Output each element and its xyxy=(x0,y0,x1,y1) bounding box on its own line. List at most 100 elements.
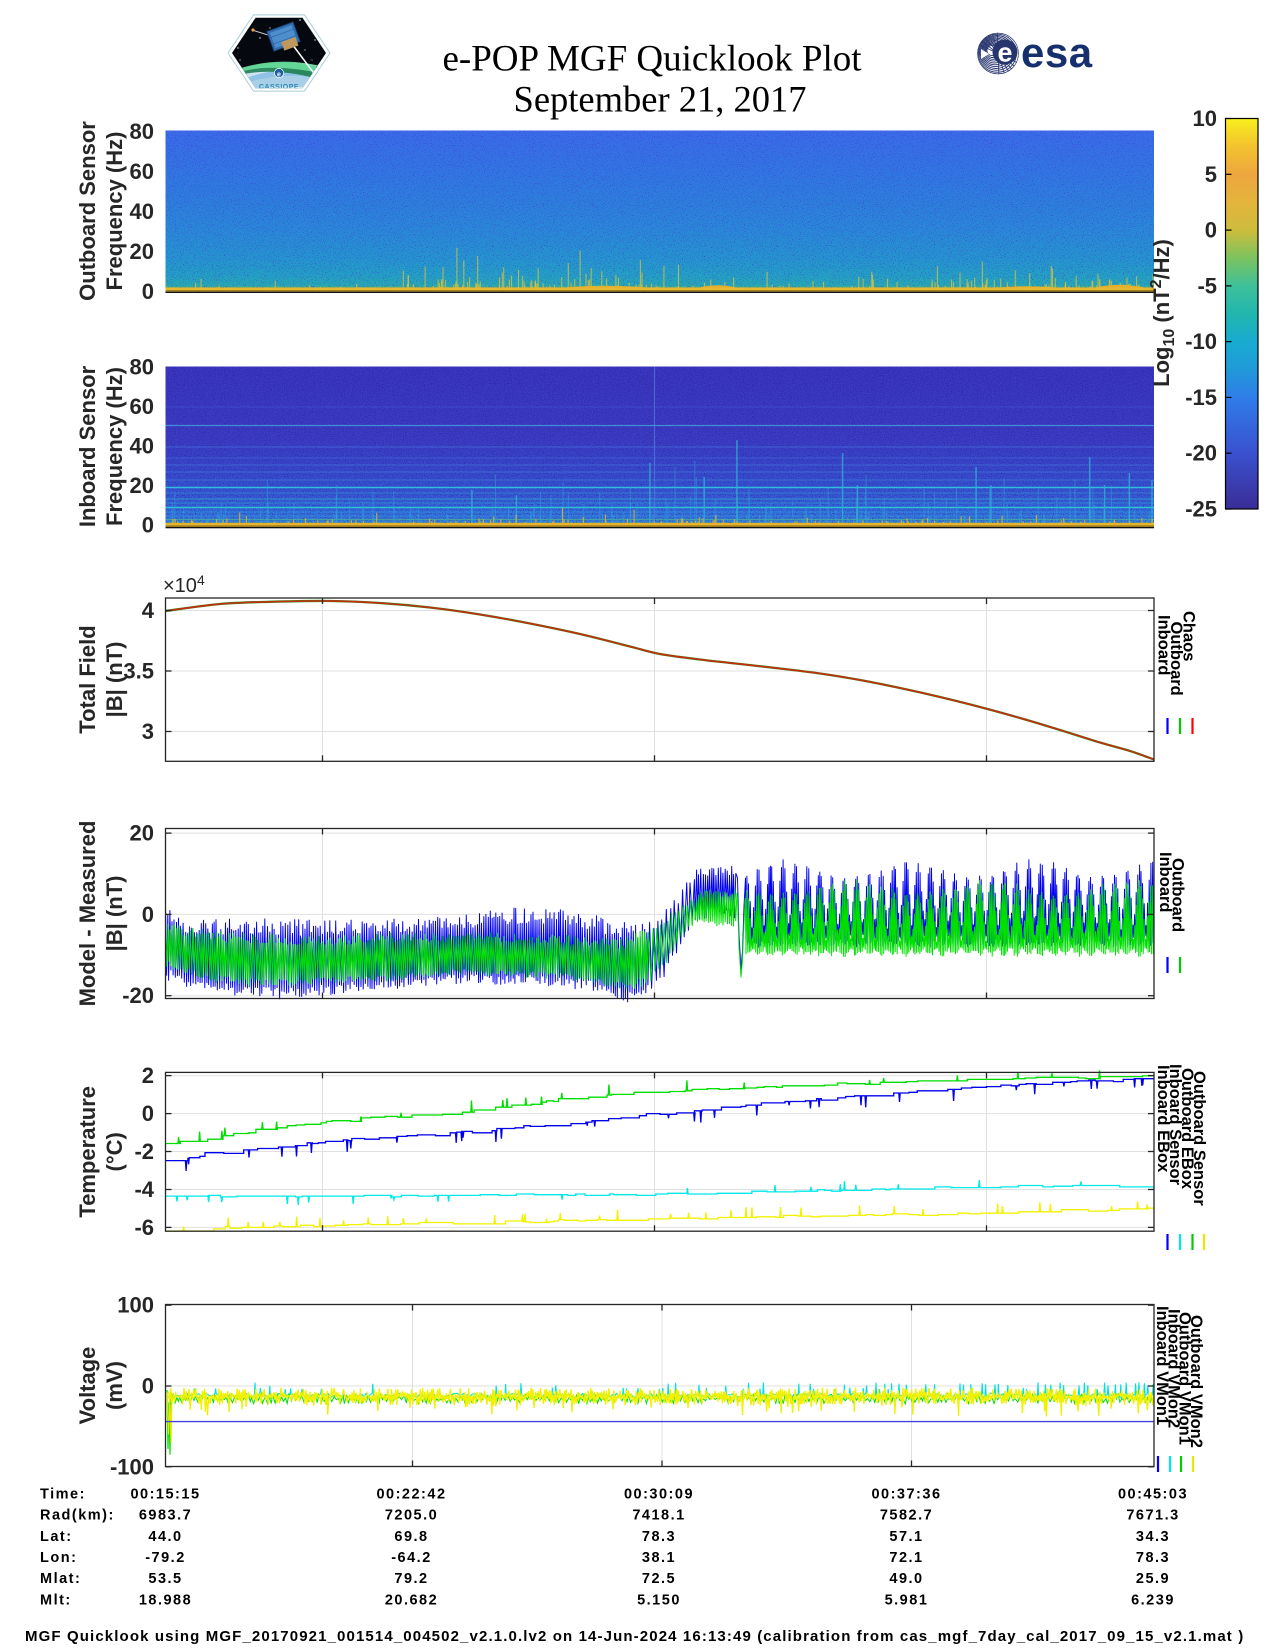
svg-text:Mlt:: Mlt: xyxy=(40,1592,72,1608)
svg-text:40: 40 xyxy=(130,433,154,458)
svg-text:-4: -4 xyxy=(134,1177,154,1202)
svg-text:(mV): (mV) xyxy=(102,1361,127,1410)
svg-text:Frequency (Hz): Frequency (Hz) xyxy=(102,132,127,291)
svg-text:Lon:: Lon: xyxy=(40,1550,77,1566)
svg-text:0: 0 xyxy=(142,1374,154,1399)
svg-text:0: 0 xyxy=(142,902,154,927)
svg-text:Outboard EBox: Outboard EBox xyxy=(1178,1068,1196,1190)
svg-text:00:22:42: 00:22:42 xyxy=(376,1486,446,1502)
svg-text:6.239: 6.239 xyxy=(1131,1592,1175,1608)
svg-text:44.0: 44.0 xyxy=(148,1529,182,1545)
svg-text:CASSIOPE: CASSIOPE xyxy=(259,84,299,91)
svg-text:0: 0 xyxy=(142,279,154,304)
svg-text:Outboard Sensor: Outboard Sensor xyxy=(75,121,100,301)
svg-text:53.5: 53.5 xyxy=(148,1571,182,1587)
svg-text:78.3: 78.3 xyxy=(1136,1550,1170,1566)
svg-text:Outboard: Outboard xyxy=(1169,858,1187,932)
svg-text:|B| (nT): |B| (nT) xyxy=(102,642,127,718)
svg-text:Lat:: Lat: xyxy=(40,1529,73,1545)
svg-text:5: 5 xyxy=(1205,162,1217,187)
svg-text:Temperature: Temperature xyxy=(75,1086,100,1218)
svg-text:September 21, 2017: September 21, 2017 xyxy=(514,79,807,120)
svg-text:49.0: 49.0 xyxy=(889,1571,923,1587)
svg-text:40: 40 xyxy=(130,199,154,224)
svg-text:5.150: 5.150 xyxy=(637,1592,681,1608)
svg-text:69.8: 69.8 xyxy=(394,1529,428,1545)
svg-text:25.9: 25.9 xyxy=(1136,1571,1170,1587)
svg-text:100: 100 xyxy=(117,1293,154,1318)
svg-text:Inboard: Inboard xyxy=(1156,852,1174,913)
svg-text:00:15:15: 00:15:15 xyxy=(130,1486,200,1502)
svg-text:10: 10 xyxy=(1193,106,1217,131)
svg-text:2: 2 xyxy=(142,1063,154,1088)
svg-text:Total Field: Total Field xyxy=(75,625,100,733)
svg-text:72.5: 72.5 xyxy=(642,1571,676,1587)
svg-text:-6: -6 xyxy=(134,1215,154,1240)
svg-text:4: 4 xyxy=(142,598,155,623)
svg-text:Log10 (nT2/Hz): Log10 (nT2/Hz) xyxy=(1148,239,1178,387)
svg-text:Outboard: Outboard xyxy=(1167,622,1185,696)
svg-text:7205.0: 7205.0 xyxy=(385,1508,438,1524)
svg-text:78.3: 78.3 xyxy=(642,1529,676,1545)
svg-text:0: 0 xyxy=(142,1101,154,1126)
svg-text:00:37:36: 00:37:36 xyxy=(871,1486,941,1502)
svg-text:-79.2: -79.2 xyxy=(145,1550,186,1566)
svg-text:e: e xyxy=(277,72,281,79)
svg-text:5.981: 5.981 xyxy=(885,1592,929,1608)
svg-text:34.3: 34.3 xyxy=(1136,1529,1170,1545)
svg-text:-25: -25 xyxy=(1185,497,1217,522)
svg-text:-5: -5 xyxy=(1197,273,1217,298)
svg-text:00:30:09: 00:30:09 xyxy=(624,1486,694,1502)
svg-text:0: 0 xyxy=(142,512,154,537)
svg-text:-10: -10 xyxy=(1185,329,1217,354)
svg-text:Outboard VMon1: Outboard VMon1 xyxy=(1176,1312,1194,1445)
svg-text:60: 60 xyxy=(130,159,154,184)
svg-text:Model - Measured: Model - Measured xyxy=(75,821,100,1007)
svg-text:e: e xyxy=(997,38,1012,68)
svg-text:79.2: 79.2 xyxy=(394,1571,428,1587)
svg-text:(°C): (°C) xyxy=(102,1132,127,1171)
svg-text:Outboard VMon2: Outboard VMon2 xyxy=(1187,1315,1205,1448)
svg-text:20: 20 xyxy=(130,473,154,498)
svg-text:|B| (nT): |B| (nT) xyxy=(102,876,127,952)
svg-text:Inboard VMon2: Inboard VMon2 xyxy=(1164,1309,1182,1428)
svg-text:3: 3 xyxy=(142,719,154,744)
svg-text:-20: -20 xyxy=(122,983,154,1008)
svg-text:0: 0 xyxy=(1205,218,1217,243)
svg-text:Inboard: Inboard xyxy=(1155,615,1173,676)
svg-text:Inboard Sensor: Inboard Sensor xyxy=(75,365,100,527)
svg-text:Rad(km):: Rad(km): xyxy=(40,1508,115,1524)
svg-text:20: 20 xyxy=(130,821,154,846)
svg-text:Outboard Sensor: Outboard Sensor xyxy=(1190,1071,1208,1206)
svg-text:-20: -20 xyxy=(1185,441,1217,466)
svg-text:7671.3: 7671.3 xyxy=(1126,1508,1179,1524)
svg-text:7582.7: 7582.7 xyxy=(880,1508,933,1524)
svg-text:7418.1: 7418.1 xyxy=(632,1508,685,1524)
svg-text:-64.2: -64.2 xyxy=(391,1550,432,1566)
svg-text:Inboard VMon1: Inboard VMon1 xyxy=(1153,1306,1171,1425)
svg-text:Time:: Time: xyxy=(40,1486,86,1502)
svg-text:-2: -2 xyxy=(134,1139,154,1164)
svg-text:20.682: 20.682 xyxy=(385,1592,438,1608)
svg-text:Voltage: Voltage xyxy=(75,1347,100,1425)
svg-text:6983.7: 6983.7 xyxy=(139,1508,192,1524)
svg-text:Frequency (Hz): Frequency (Hz) xyxy=(102,367,127,526)
svg-text:18.988: 18.988 xyxy=(139,1592,192,1608)
svg-text:3.5: 3.5 xyxy=(123,659,154,684)
svg-text:20: 20 xyxy=(130,239,154,264)
svg-text:Inboard Sensor: Inboard Sensor xyxy=(1166,1064,1184,1186)
svg-text:38.1: 38.1 xyxy=(642,1550,676,1566)
svg-text:00:45:03: 00:45:03 xyxy=(1118,1486,1188,1502)
svg-text:MGF Quicklook using MGF_201709: MGF Quicklook using MGF_20170921_001514_… xyxy=(25,1628,1244,1645)
svg-text:80: 80 xyxy=(130,354,154,379)
svg-text:-15: -15 xyxy=(1185,385,1217,410)
svg-text:57.1: 57.1 xyxy=(889,1529,923,1545)
svg-text:80: 80 xyxy=(130,119,154,144)
svg-text:Chaos: Chaos xyxy=(1180,611,1198,661)
svg-text:e-POP MGF Quicklook Plot: e-POP MGF Quicklook Plot xyxy=(442,39,862,80)
svg-text:60: 60 xyxy=(130,394,154,419)
svg-text:esa: esa xyxy=(1021,29,1093,76)
svg-text:72.1: 72.1 xyxy=(889,1550,923,1566)
svg-text:Mlat:: Mlat: xyxy=(40,1571,81,1587)
svg-text:Inboard EBox: Inboard EBox xyxy=(1154,1065,1172,1173)
